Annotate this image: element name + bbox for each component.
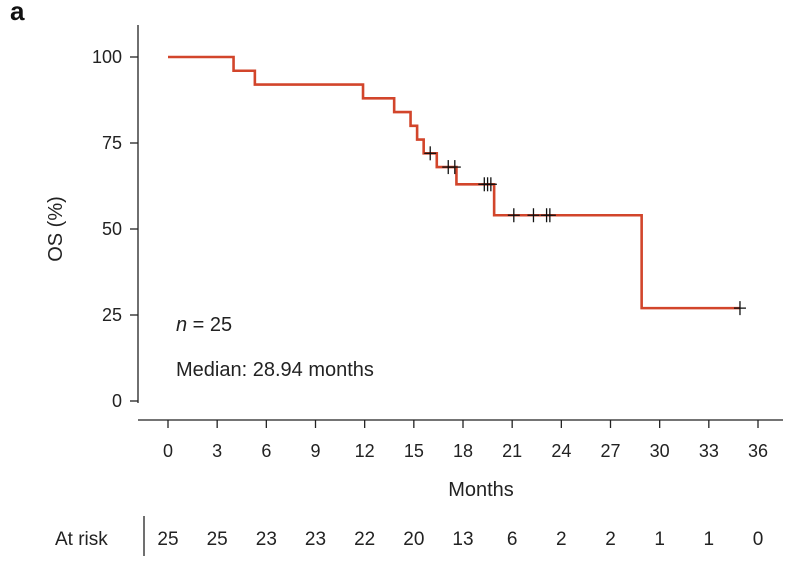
at-risk-count: 23	[305, 529, 326, 550]
at-risk-count: 25	[207, 529, 228, 550]
y-tick-label: 100	[92, 47, 122, 67]
at-risk-count: 13	[452, 529, 473, 550]
at-risk-count: 22	[354, 529, 375, 550]
at-risk-count: 2	[605, 529, 616, 550]
x-tick-label: 9	[310, 441, 320, 461]
panel-label: a	[10, 0, 25, 26]
at-risk-count: 20	[403, 529, 424, 550]
y-tick-label: 25	[102, 305, 122, 325]
at-risk-count: 6	[507, 529, 518, 550]
censor-mark	[507, 208, 520, 223]
x-tick-label: 3	[212, 441, 222, 461]
y-axis-title: OS (%)	[45, 196, 67, 262]
x-axis-title: Months	[448, 479, 514, 501]
at-risk-table: At risk 25 25 23 23 22 20 13 6 2 2 1 1 0	[55, 516, 763, 556]
x-tick-label: 36	[748, 441, 768, 461]
x-tick-label: 33	[699, 441, 719, 461]
censor-mark	[484, 177, 497, 192]
at-risk-count: 2	[556, 529, 567, 550]
x-tick-label: 18	[453, 441, 473, 461]
at-risk-label: At risk	[55, 529, 108, 550]
x-tick-label: 12	[355, 441, 375, 461]
at-risk-count: 23	[256, 529, 277, 550]
x-tick-label: 0	[163, 441, 173, 461]
n-annotation: n = 25	[176, 314, 232, 336]
annotations: n = 25 Median: 28.94 months	[176, 314, 374, 381]
at-risk-count: 1	[704, 529, 715, 550]
plot-area	[168, 55, 746, 316]
censor-mark	[527, 208, 540, 223]
censor-mark	[733, 301, 746, 316]
y-tick-label: 0	[112, 391, 122, 411]
at-risk-count: 0	[753, 529, 764, 550]
censor-mark	[424, 146, 437, 161]
at-risk-count: 25	[157, 529, 178, 550]
x-tick-label: 27	[600, 441, 620, 461]
censor-mark	[448, 160, 461, 175]
x-tick-label: 6	[261, 441, 271, 461]
x-tick-label: 30	[650, 441, 670, 461]
y-tick-label: 50	[102, 219, 122, 239]
y-tick-label: 75	[102, 133, 122, 153]
median-annotation: Median: 28.94 months	[176, 359, 374, 381]
x-tick-label: 15	[404, 441, 424, 461]
censor-mark	[543, 208, 556, 223]
at-risk-count: 1	[654, 529, 665, 550]
n-value: = 25	[187, 314, 232, 336]
x-tick-label: 24	[551, 441, 571, 461]
survival-curve	[168, 55, 740, 310]
n-symbol: n	[176, 314, 187, 336]
x-tick-label: 21	[502, 441, 522, 461]
